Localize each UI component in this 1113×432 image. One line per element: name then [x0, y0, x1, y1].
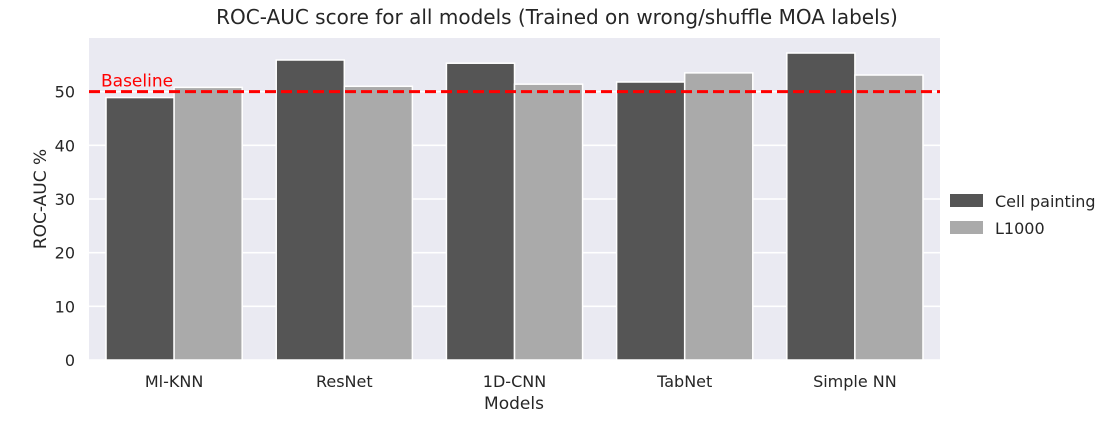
y-axis-label: ROC-AUC % — [31, 149, 51, 249]
legend-swatch — [950, 221, 983, 234]
plot-area: 0 10 20 30 40 50 Ml-KNN ResNet 1D-CNN TabNet Simpl… — [55, 38, 940, 391]
bar-l1000 — [854, 74, 924, 361]
y-tick-label: 10 — [55, 297, 75, 316]
bar-l1000 — [343, 85, 414, 361]
bar-cell-painting — [275, 59, 346, 361]
y-tick-label: 30 — [55, 190, 75, 209]
x-tick-label: TabNet — [656, 372, 712, 391]
bar-l1000 — [513, 83, 584, 361]
y-tick-label: 50 — [55, 83, 75, 102]
legend-label: L1000 — [995, 219, 1045, 238]
bar-cell-painting — [445, 62, 516, 361]
bar-cell-painting — [615, 81, 686, 361]
legend-swatch — [950, 194, 983, 207]
bar-cell-painting — [105, 96, 175, 361]
x-tick-label: Simple NN — [813, 372, 897, 391]
x-tick-label: 1D-CNN — [483, 372, 546, 391]
bar-cell-painting — [786, 52, 856, 361]
baseline-label: Baseline — [101, 72, 173, 92]
x-tick-label: ResNet — [316, 372, 373, 391]
y-tick-label: 20 — [55, 244, 75, 263]
legend: Cell painting L1000 — [950, 192, 1096, 238]
x-axis-label: Models — [484, 394, 544, 414]
y-tick-label: 40 — [55, 136, 75, 155]
bar-l1000 — [683, 72, 754, 361]
legend-label: Cell painting — [995, 192, 1096, 211]
bar-l1000 — [173, 86, 243, 361]
y-tick-label: 0 — [65, 351, 75, 370]
chart-title: ROC-AUC score for all models (Trained on… — [216, 5, 898, 29]
x-tick-label: Ml-KNN — [145, 372, 203, 391]
